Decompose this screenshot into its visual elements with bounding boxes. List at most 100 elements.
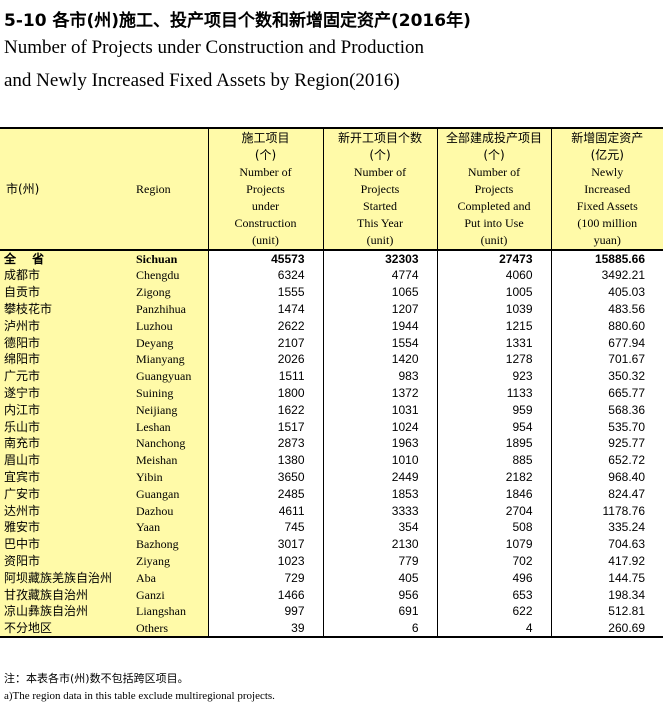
value-projects-under-construction: 39 xyxy=(207,619,323,638)
header-label-cn: 全部建成投产项目 xyxy=(445,131,542,145)
table-row: 资阳市 Ziyang 1023 779 702 417.92 xyxy=(0,552,663,570)
header-projects-completed: 全部建成投产项目 (个) Number of Projects Completed an… xyxy=(436,127,551,251)
header-label-en-line: yuan) xyxy=(593,233,621,247)
value-new-fixed-assets: 677.94 xyxy=(550,334,663,351)
table-row: 泸州市 Luzhou 2622 1944 1215 880.60 xyxy=(0,317,663,335)
table-row: 不分地区 Others 39 6 4 260.69 xyxy=(0,619,663,638)
value-projects-under-construction: 3650 xyxy=(207,468,323,486)
value-projects-started: 354 xyxy=(322,518,437,536)
region-name-cn: 德阳市 xyxy=(0,334,132,351)
value-new-fixed-assets: 665.77 xyxy=(550,384,663,402)
value-projects-started: 32303 xyxy=(322,250,437,267)
value-projects-completed: 1079 xyxy=(436,535,551,553)
value-new-fixed-assets: 15885.66 xyxy=(550,250,663,267)
value-projects-under-construction: 1517 xyxy=(207,418,323,435)
value-new-fixed-assets: 880.60 xyxy=(550,317,663,335)
value-projects-started: 1010 xyxy=(322,451,437,469)
value-new-fixed-assets: 568.36 xyxy=(550,401,663,419)
value-projects-under-construction: 6324 xyxy=(207,267,323,284)
value-new-fixed-assets: 198.34 xyxy=(550,586,663,603)
value-projects-started: 405 xyxy=(322,569,437,587)
header-label-en-line: Number of xyxy=(239,165,292,179)
header-region-cn: 市(州) xyxy=(0,127,132,251)
value-projects-under-construction: 4611 xyxy=(207,502,323,519)
footnote-cn: 注：本表各市(州)数不包括跨区项目。 xyxy=(4,672,189,685)
value-projects-under-construction: 2107 xyxy=(207,334,323,351)
value-projects-under-construction: 2873 xyxy=(207,434,323,452)
table-body: 全 省 Sichuan 45573 32303 27473 15885.66 成都市 Chen… xyxy=(0,250,663,638)
value-projects-under-construction: 1622 xyxy=(207,401,323,419)
region-name-cn: 自贡市 xyxy=(0,283,132,301)
table-row: 巴中市 Bazhong 3017 2130 1079 704.63 xyxy=(0,535,663,553)
header-label-en-line: Projects xyxy=(474,182,514,196)
value-projects-completed: 1215 xyxy=(436,317,551,335)
value-projects-completed: 1331 xyxy=(436,334,551,351)
header-unit-cn: (个) xyxy=(369,148,391,162)
region-name-cn: 南充市 xyxy=(0,434,132,452)
header-label-en-line: (unit) xyxy=(252,233,279,247)
value-projects-completed: 2704 xyxy=(436,502,551,519)
region-name-cn: 乐山市 xyxy=(0,418,132,435)
header-label-en-line: Number of xyxy=(467,165,521,179)
header-unit-cn: (亿元) xyxy=(590,148,624,162)
region-name-en: Yaan xyxy=(132,518,208,536)
value-projects-completed: 885 xyxy=(436,451,551,469)
footnote-en: a)The region data in this table exclude … xyxy=(4,690,275,702)
header-label-en-line: Completed and xyxy=(457,199,531,213)
value-projects-completed: 1039 xyxy=(436,300,551,318)
value-projects-under-construction: 45573 xyxy=(207,250,323,267)
header-projects-under-construction: 施工项目 (个) Number of Projects under Constructio… xyxy=(207,127,323,251)
region-name-en: Dazhou xyxy=(132,502,208,519)
header-unit-cn: (个) xyxy=(254,148,277,162)
table-row: 达州市 Dazhou 4611 3333 2704 1178.76 xyxy=(0,502,663,519)
table-row: 阿坝藏族羌族自治州 Aba 729 405 496 144.75 xyxy=(0,569,663,587)
value-projects-completed: 959 xyxy=(436,401,551,419)
value-projects-under-construction: 1023 xyxy=(207,552,323,570)
header-label-en-line: Newly xyxy=(591,165,624,179)
region-name-en: Panzhihua xyxy=(132,300,208,318)
value-new-fixed-assets: 512.81 xyxy=(550,602,663,620)
region-name-en: Bazhong xyxy=(132,535,208,553)
value-projects-completed: 496 xyxy=(436,569,551,587)
value-new-fixed-assets: 260.69 xyxy=(550,619,663,638)
header-label-en-line: Started xyxy=(363,199,397,213)
region-name-cn: 广安市 xyxy=(0,485,132,503)
table-row: 广元市 Guangyuan 1511 983 923 350.32 xyxy=(0,367,663,385)
region-name-cn: 不分地区 xyxy=(0,619,132,638)
header-label-cn: 施工项目 xyxy=(241,131,290,145)
table-row: 雅安市 Yaan 745 354 508 335.24 xyxy=(0,518,663,536)
header-label-en-line: Increased xyxy=(584,182,631,196)
value-projects-under-construction: 729 xyxy=(207,569,323,587)
region-name-cn: 巴中市 xyxy=(0,535,132,553)
region-name-cn: 遂宁市 xyxy=(0,384,132,402)
region-name-en: Deyang xyxy=(132,334,208,351)
value-projects-completed: 653 xyxy=(436,586,551,603)
value-projects-started: 1031 xyxy=(322,401,437,419)
value-projects-completed: 923 xyxy=(436,367,551,385)
table-row: 自贡市 Zigong 1555 1065 1005 405.03 xyxy=(0,283,663,301)
value-projects-started: 1024 xyxy=(322,418,437,435)
value-projects-started: 1065 xyxy=(322,283,437,301)
value-projects-started: 1554 xyxy=(322,334,437,351)
value-projects-started: 2449 xyxy=(322,468,437,486)
region-name-en: Zigong xyxy=(132,283,208,301)
value-projects-completed: 2182 xyxy=(436,468,551,486)
header-label-cn: 新增固定资产 xyxy=(571,131,644,145)
value-new-fixed-assets: 405.03 xyxy=(550,283,663,301)
value-projects-under-construction: 1474 xyxy=(207,300,323,318)
value-projects-completed: 1895 xyxy=(436,434,551,452)
table-row: 凉山彝族自治州 Liangshan 997 691 622 512.81 xyxy=(0,602,663,620)
value-projects-under-construction: 745 xyxy=(207,518,323,536)
value-projects-completed: 1846 xyxy=(436,485,551,503)
value-projects-started: 1963 xyxy=(322,434,437,452)
value-projects-completed: 508 xyxy=(436,518,551,536)
table-row: 遂宁市 Suining 1800 1372 1133 665.77 xyxy=(0,384,663,402)
value-projects-started: 1420 xyxy=(322,350,437,368)
region-name-en: Meishan xyxy=(132,451,208,469)
region-name-en: Neijiang xyxy=(132,401,208,419)
table-row: 宜宾市 Yibin 3650 2449 2182 968.40 xyxy=(0,468,663,486)
value-projects-completed: 4060 xyxy=(436,267,551,284)
value-new-fixed-assets: 925.77 xyxy=(550,434,663,452)
value-projects-completed: 1278 xyxy=(436,350,551,368)
header-label-en-line: Projects xyxy=(360,182,400,196)
